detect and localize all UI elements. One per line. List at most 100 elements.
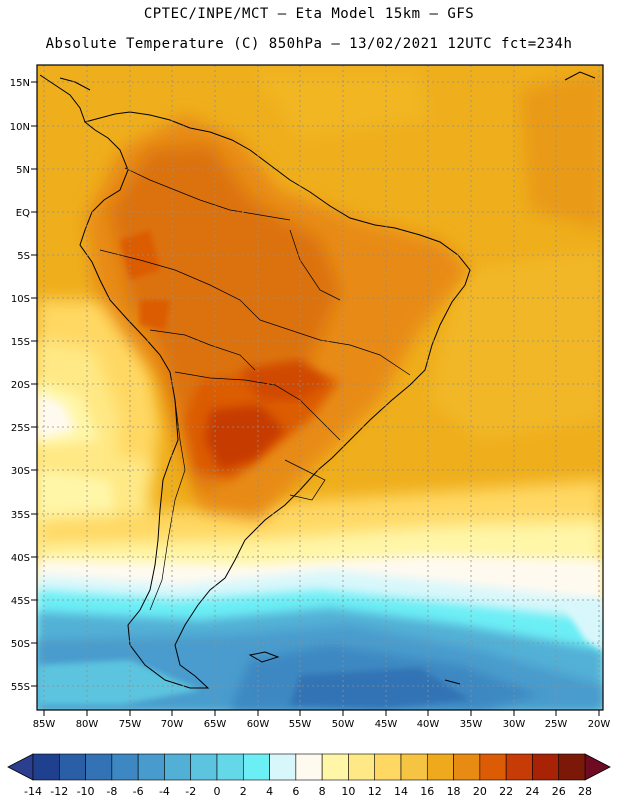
colorbar-label: 24 (525, 785, 539, 798)
lat-lon-grid (37, 65, 603, 710)
lat-label: EQ (16, 208, 30, 219)
lat-labels: 15N 10N 5N EQ 5S 10S 15S 20S 25S 30S 35S… (10, 78, 30, 693)
lon-label: 50W (332, 719, 355, 730)
lat-label: 55S (11, 682, 30, 693)
lat-ticks (31, 81, 37, 687)
colorbar-label: 4 (266, 785, 273, 798)
lat-label: 10S (11, 294, 30, 305)
colorbar-label: 20 (473, 785, 487, 798)
colorbar-box (295, 753, 323, 781)
border-chile-argentina (149, 399, 186, 611)
colorbar-label: -14 (24, 785, 42, 798)
lon-label: 20W (588, 719, 611, 730)
colorbar-label: 6 (292, 785, 299, 798)
lat-label: 5S (17, 251, 30, 262)
south-georgia-outline (444, 679, 461, 685)
colorbar-box (137, 753, 165, 781)
colorbar-box (321, 753, 349, 781)
border-peru-brazil (99, 249, 261, 321)
map-title-line-1: CPTEC/INPE/MCT — Eta Model 15km — GFS (143, 6, 475, 22)
lat-label: 45S (11, 596, 30, 607)
lat-label: 20S (11, 380, 30, 391)
lon-label: 65W (204, 719, 227, 730)
colorbar-labels: -14 -12 -10 -8 -6 -4 -2 0 2 4 6 8 10 12 14 16 18 20 22 24 26… (24, 785, 592, 798)
colorbar: -14 -12 -10 -8 -6 -4 -2 0 2 4 6 8 10 12 14 16 18 20 22 24 26… (7, 753, 611, 798)
lon-ticks (43, 710, 600, 716)
colorbar-box (242, 753, 270, 781)
lon-label: 80W (76, 719, 99, 730)
border-amazonas (289, 229, 341, 301)
lon-label: 70W (161, 719, 184, 730)
lon-label: 35W (460, 719, 483, 730)
colorbar-box (426, 753, 454, 781)
colorbar-high-arrow (584, 753, 611, 781)
colorbar-box (479, 753, 507, 781)
border-paraguay (174, 371, 341, 441)
colorbar-label: 18 (447, 785, 461, 798)
border-brazil-states (259, 319, 411, 376)
colorbar-box (400, 753, 428, 781)
lat-label: 10N (10, 122, 30, 133)
colorbar-label: 8 (319, 785, 326, 798)
colorbar-label: 26 (552, 785, 566, 798)
lat-label: 30S (11, 466, 30, 477)
lat-label: 15S (11, 337, 30, 348)
lon-label: 75W (119, 719, 142, 730)
colorbar-box (374, 753, 402, 781)
lon-label: 30W (503, 719, 526, 730)
border-north (124, 167, 291, 221)
colorbar-label: -10 (77, 785, 95, 798)
map-title-line-2: Absolute Temperature (C) 850hPa — 13/02/… (45, 36, 573, 52)
lat-label: 25S (11, 423, 30, 434)
central-america-coast (39, 74, 86, 123)
lon-label: 25W (545, 719, 568, 730)
colorbar-label: 16 (420, 785, 434, 798)
colorbar-label: 2 (240, 785, 247, 798)
colorbar-low-arrow (7, 753, 34, 781)
coastlines (39, 71, 596, 689)
temperature-field (37, 65, 603, 710)
colorbar-box (532, 753, 560, 781)
colorbar-boxes (32, 753, 586, 781)
south-america-coast (79, 111, 471, 689)
colorbar-box (190, 753, 218, 781)
lat-label: 50S (11, 639, 30, 650)
colorbar-box (348, 753, 376, 781)
lon-label: 55W (289, 719, 312, 730)
border-uruguay (284, 459, 326, 501)
colorbar-box (85, 753, 113, 781)
colorbar-box (505, 753, 533, 781)
lat-label: 40S (11, 553, 30, 564)
lon-labels: 85W 80W 75W 70W 65W 60W 55W 50W 45W 40W … (33, 719, 611, 730)
colorbar-box (164, 753, 192, 781)
lon-label: 45W (375, 719, 398, 730)
colorbar-label: -4 (159, 785, 170, 798)
colorbar-box (558, 753, 586, 781)
lon-label: 40W (417, 719, 440, 730)
colorbar-label: -8 (106, 785, 117, 798)
colorbar-box (111, 753, 139, 781)
colorbar-label: 28 (578, 785, 592, 798)
colorbar-label: -6 (133, 785, 144, 798)
lat-label: 5N (16, 165, 30, 176)
colorbar-box (216, 753, 244, 781)
colorbar-label: 0 (214, 785, 221, 798)
border-bolivia (149, 329, 256, 371)
colorbar-box (453, 753, 481, 781)
lon-label: 60W (247, 719, 270, 730)
lat-label: 35S (11, 510, 30, 521)
colorbar-box (269, 753, 297, 781)
colorbar-label: 10 (341, 785, 355, 798)
colorbar-label: 22 (499, 785, 513, 798)
lat-label: 15N (10, 78, 30, 89)
country-borders (99, 167, 411, 611)
colorbar-label: -2 (185, 785, 196, 798)
colorbar-label: -12 (50, 785, 68, 798)
lon-label: 85W (33, 719, 56, 730)
colorbar-label: 12 (368, 785, 382, 798)
falklands-outline (248, 651, 280, 663)
colorbar-box (58, 753, 86, 781)
map-frame (36, 64, 604, 711)
colorbar-box (32, 753, 60, 781)
